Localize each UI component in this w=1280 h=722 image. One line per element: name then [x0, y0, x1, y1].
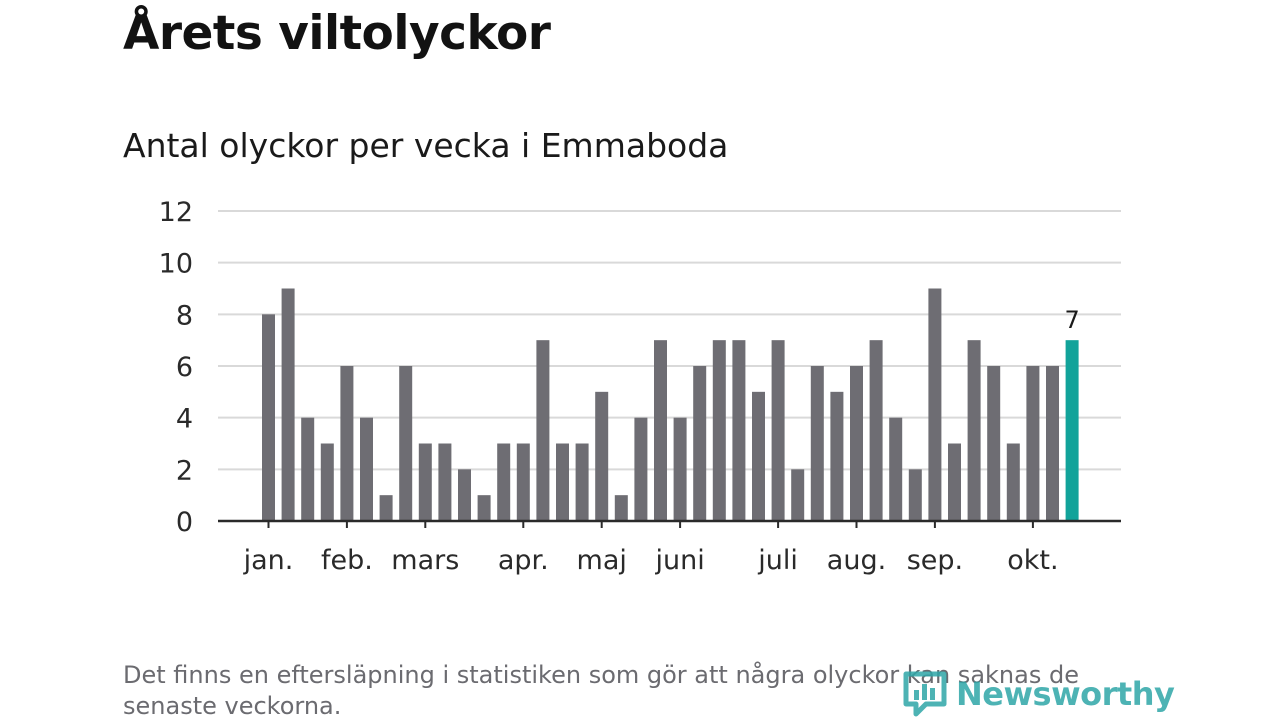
bar [536, 340, 550, 521]
bar [399, 366, 413, 521]
bar [948, 443, 961, 521]
bar [438, 443, 452, 521]
bar [320, 443, 334, 521]
x-tick-label: juni [654, 545, 704, 576]
bar [458, 469, 471, 521]
y-tick-label: 8 [176, 300, 193, 331]
bar [634, 417, 648, 521]
newsworthy-logo-icon [903, 671, 947, 717]
bar [889, 417, 903, 521]
bar [987, 366, 1001, 521]
newsworthy-logo: Newsworthy [902, 670, 1175, 718]
y-tick-label: 0 [176, 507, 193, 538]
x-tick-label: mars [391, 545, 459, 576]
x-tick-label: feb. [321, 545, 373, 576]
bar [673, 417, 687, 521]
x-tick-label: apr. [498, 545, 549, 576]
bar [1046, 366, 1059, 521]
bar [360, 417, 373, 521]
bar [732, 340, 746, 521]
bar [693, 366, 707, 521]
x-tick-label: juli [757, 545, 798, 576]
bar [301, 417, 315, 521]
bar [654, 340, 667, 521]
chart-title: Årets viltolyckor [123, 6, 551, 61]
bar [810, 366, 824, 521]
bar [556, 443, 569, 521]
x-tick-label: jan. [243, 545, 294, 576]
x-axis-month-labels: jan. feb. mars apr. maj juni juli aug. sep. okt. [243, 545, 1059, 576]
bar-highlight [1065, 340, 1079, 521]
bar [712, 340, 726, 521]
bar [281, 288, 295, 521]
logo-text: Newsworthy [956, 675, 1175, 713]
bar [967, 340, 981, 521]
highlight-value-label: 7 [1064, 306, 1079, 334]
bar [928, 288, 942, 521]
bar [516, 443, 530, 521]
bar [869, 340, 883, 521]
bar [340, 366, 354, 521]
bar [850, 366, 863, 521]
x-tick-label: okt. [1007, 545, 1058, 576]
bar [752, 391, 765, 521]
bar [791, 469, 805, 521]
x-tick-label: aug. [827, 545, 886, 576]
bar [418, 443, 432, 521]
chart-annotations: 7 [1064, 306, 1079, 334]
bar [575, 443, 589, 521]
y-tick-label: 4 [176, 404, 193, 435]
bar [477, 495, 491, 521]
bar [1026, 366, 1040, 521]
y-tick-label: 12 [159, 197, 193, 228]
chart-gridlines [218, 210, 1121, 471]
chart-subtitle: Antal olyckor per vecka i Emmaboda [123, 126, 729, 165]
y-axis-tick-labels: 0 2 4 6 8 10 12 [159, 197, 193, 538]
bar [379, 495, 393, 521]
bar [614, 495, 628, 521]
x-tick-label: maj [577, 545, 627, 576]
y-tick-label: 10 [159, 249, 193, 280]
bar [262, 314, 275, 521]
y-tick-label: 2 [176, 455, 193, 486]
bar [497, 443, 511, 521]
bar [595, 391, 609, 521]
bar [830, 391, 844, 521]
y-tick-label: 6 [176, 352, 193, 383]
x-axis [218, 519, 1121, 528]
x-tick-label: sep. [907, 545, 963, 576]
bar [908, 469, 922, 521]
bar [771, 340, 785, 521]
bar [1006, 443, 1020, 521]
chart-bars [262, 288, 1079, 521]
